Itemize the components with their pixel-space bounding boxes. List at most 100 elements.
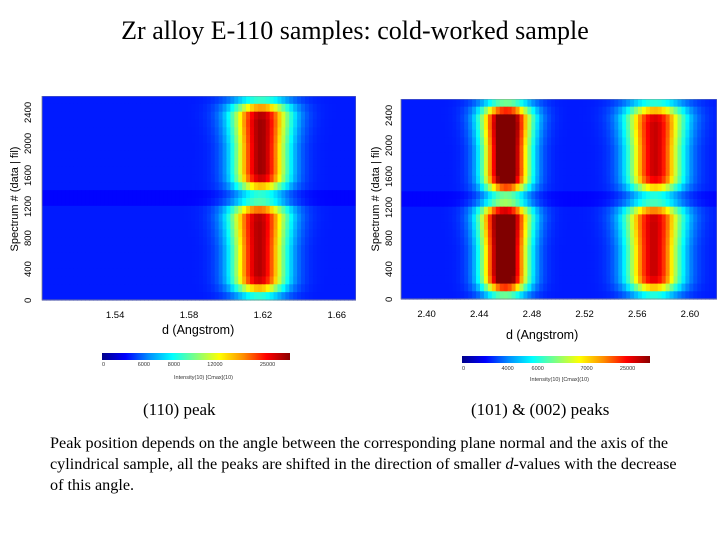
heatmap-cell xyxy=(618,183,623,192)
heatmap-cell xyxy=(547,229,552,239)
heatmap-cell xyxy=(618,160,623,169)
heatmap-cell xyxy=(713,268,717,277)
heatmap-cell xyxy=(73,213,78,223)
heatmap-cell xyxy=(535,260,540,269)
heatmap-cell xyxy=(281,268,286,278)
heatmap-cell xyxy=(456,199,461,208)
heatmap-cell xyxy=(42,96,47,105)
heatmap-cell xyxy=(412,99,418,108)
heatmap-cell xyxy=(81,237,86,246)
heatmap-cell xyxy=(515,291,521,300)
heatmap-cell xyxy=(543,229,548,239)
heatmap-cell xyxy=(210,276,216,285)
heatmap-cell xyxy=(705,283,710,292)
heatmap-cell xyxy=(147,119,153,128)
heatmap-cell xyxy=(45,260,51,270)
heatmap-cell xyxy=(195,237,200,246)
heatmap-cell xyxy=(344,158,349,168)
heatmap-cell xyxy=(531,252,536,262)
heatmap-cell xyxy=(598,268,604,277)
heatmap-cell xyxy=(610,175,615,185)
heatmap-cell xyxy=(432,122,438,131)
heatmap-cell xyxy=(503,222,509,231)
heatmap-cell xyxy=(491,191,497,200)
heatmap-cell xyxy=(49,237,55,246)
heatmap-cell xyxy=(348,284,353,293)
heatmap-cell xyxy=(206,237,212,246)
heatmap-cell xyxy=(250,103,255,113)
heatmap-cell xyxy=(104,143,110,152)
heatmap-cell xyxy=(404,106,410,115)
heatmap-cell xyxy=(404,137,410,146)
heatmap-cell xyxy=(416,175,422,185)
heatmap-cell xyxy=(673,237,679,246)
heatmap-cell xyxy=(81,252,86,262)
heatmap-cell xyxy=(140,158,145,168)
heatmap-cell xyxy=(638,129,643,139)
heatmap-cell xyxy=(250,276,255,285)
heatmap-cell xyxy=(316,229,322,238)
heatmap-cell xyxy=(320,119,326,128)
heatmap-cell xyxy=(428,191,434,200)
heatmap-cell xyxy=(49,111,55,121)
heatmap-cell xyxy=(487,260,493,269)
heatmap-cell xyxy=(261,158,267,168)
heatmap-cell xyxy=(324,221,330,230)
heatmap-cell xyxy=(163,127,169,136)
heatmap-cell xyxy=(328,276,334,285)
heatmap-cell xyxy=(155,150,161,160)
heatmap-cell xyxy=(289,284,294,293)
heatmap-cell xyxy=(42,252,47,262)
heatmap-cell xyxy=(340,276,345,285)
heatmap-cell xyxy=(316,127,322,136)
heatmap-cell xyxy=(144,276,149,285)
heatmap-cell xyxy=(285,166,290,176)
heatmap-cell xyxy=(590,191,596,200)
heatmap-cell xyxy=(440,191,446,200)
heatmap-cell xyxy=(598,229,604,239)
heatmap-cell xyxy=(515,137,521,146)
heatmap-cell xyxy=(352,292,356,301)
heatmap-cell xyxy=(312,174,318,183)
heatmap-cell xyxy=(657,222,663,231)
heatmap-cell xyxy=(179,174,184,183)
heatmap-cell xyxy=(713,275,717,285)
heatmap-cell xyxy=(562,191,568,200)
heatmap-cell xyxy=(665,268,671,277)
heatmap-cell xyxy=(555,99,560,108)
heatmap-cell xyxy=(594,268,600,277)
heatmap-cell xyxy=(412,275,418,285)
heatmap-cell xyxy=(559,152,564,162)
plot-frame xyxy=(41,96,356,301)
heatmap-cell xyxy=(507,268,513,277)
heatmap-cell xyxy=(404,122,410,131)
heatmap-cell xyxy=(159,135,165,144)
heatmap-cell xyxy=(45,221,51,230)
heatmap-cell xyxy=(673,152,679,162)
heatmap-cell xyxy=(199,96,204,105)
heatmap-cell xyxy=(85,237,90,246)
heatmap-cell xyxy=(124,166,129,176)
heatmap-cell xyxy=(89,158,94,168)
heatmap-cell xyxy=(116,205,122,215)
heatmap-cell xyxy=(578,160,584,169)
heatmap-cell xyxy=(634,222,639,231)
heatmap-cell xyxy=(167,96,173,105)
heatmap-cell xyxy=(456,137,461,146)
heatmap-cell xyxy=(559,183,564,192)
heatmap-cell xyxy=(120,174,126,183)
heatmap-cell xyxy=(440,137,446,146)
heatmap-cell xyxy=(559,275,564,285)
heatmap-cell xyxy=(697,275,702,285)
heatmap-cell xyxy=(551,191,556,200)
heatmap-cell xyxy=(495,245,501,254)
heatmap-cell xyxy=(348,182,353,191)
heatmap-cell xyxy=(352,119,356,128)
heatmap-cell xyxy=(104,119,110,128)
heatmap-cell xyxy=(120,268,126,278)
heatmap-cell xyxy=(618,283,623,292)
heatmap-cell xyxy=(610,199,615,208)
heatmap-cell xyxy=(85,103,90,113)
heatmap-cell xyxy=(65,284,71,293)
heatmap-cell xyxy=(304,174,310,183)
